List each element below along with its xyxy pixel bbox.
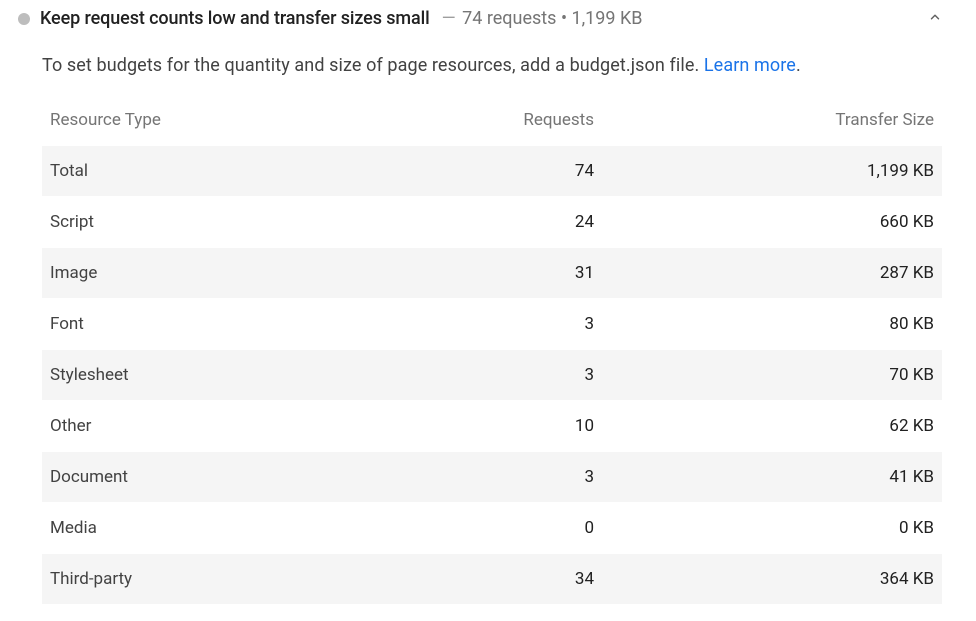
- col-header-requests: Requests: [394, 110, 594, 130]
- cell-requests: 74: [394, 161, 594, 181]
- cell-transfer-size: 62 KB: [594, 416, 934, 436]
- cell-requests: 34: [394, 569, 594, 589]
- cell-resource-type: Script: [50, 212, 394, 232]
- cell-requests: 10: [394, 416, 594, 436]
- summary-size: 1,199 KB: [571, 8, 642, 29]
- audit-title: Keep request counts low and transfer siz…: [40, 8, 430, 29]
- col-header-type: Resource Type: [50, 110, 394, 130]
- cell-resource-type: Image: [50, 263, 394, 283]
- dot-separator: •: [561, 8, 572, 29]
- table-row: Media00 KB: [42, 502, 942, 553]
- audit-header[interactable]: Keep request counts low and transfer siz…: [18, 8, 942, 29]
- cell-resource-type: Document: [50, 467, 394, 487]
- cell-requests: 0: [394, 518, 594, 538]
- learn-more-link[interactable]: Learn more: [704, 55, 796, 76]
- table-row: Total741,199 KB: [42, 146, 942, 196]
- table-row: Image31287 KB: [42, 247, 942, 298]
- summary-requests: 74 requests: [462, 8, 556, 29]
- cell-resource-type: Total: [50, 161, 394, 181]
- cell-transfer-size: 41 KB: [594, 467, 934, 487]
- cell-transfer-size: 70 KB: [594, 365, 934, 385]
- table-body: Total741,199 KBScript24660 KBImage31287 …: [42, 146, 942, 604]
- status-dot-icon: [18, 13, 30, 25]
- collapse-toggle[interactable]: [928, 9, 942, 28]
- cell-resource-type: Stylesheet: [50, 365, 394, 385]
- table-header-row: Resource Type Requests Transfer Size: [42, 110, 942, 146]
- cell-resource-type: Media: [50, 518, 394, 538]
- cell-transfer-size: 0 KB: [594, 518, 934, 538]
- cell-resource-type: Third-party: [50, 569, 394, 589]
- col-header-size: Transfer Size: [594, 110, 934, 130]
- cell-transfer-size: 287 KB: [594, 263, 934, 283]
- cell-requests: 3: [394, 365, 594, 385]
- cell-transfer-size: 660 KB: [594, 212, 934, 232]
- cell-transfer-size: 364 KB: [594, 569, 934, 589]
- cell-resource-type: Font: [50, 314, 394, 334]
- resource-table: Resource Type Requests Transfer Size Tot…: [42, 110, 942, 604]
- audit-summary: — 74 requests • 1,199 KB: [440, 8, 643, 29]
- chevron-up-icon: [928, 10, 942, 24]
- table-row: Third-party34364 KB: [42, 553, 942, 604]
- table-row: Stylesheet370 KB: [42, 349, 942, 400]
- cell-resource-type: Other: [50, 416, 394, 436]
- cell-transfer-size: 80 KB: [594, 314, 934, 334]
- table-row: Font380 KB: [42, 298, 942, 349]
- description-text: To set budgets for the quantity and size…: [42, 55, 704, 76]
- audit-description: To set budgets for the quantity and size…: [42, 55, 942, 76]
- table-row: Document341 KB: [42, 451, 942, 502]
- table-row: Script24660 KB: [42, 196, 942, 247]
- cell-requests: 24: [394, 212, 594, 232]
- cell-requests: 3: [394, 314, 594, 334]
- table-row: Other1062 KB: [42, 400, 942, 451]
- dash-separator: —: [442, 8, 456, 29]
- cell-transfer-size: 1,199 KB: [594, 161, 934, 181]
- cell-requests: 3: [394, 467, 594, 487]
- cell-requests: 31: [394, 263, 594, 283]
- description-suffix: .: [796, 55, 801, 76]
